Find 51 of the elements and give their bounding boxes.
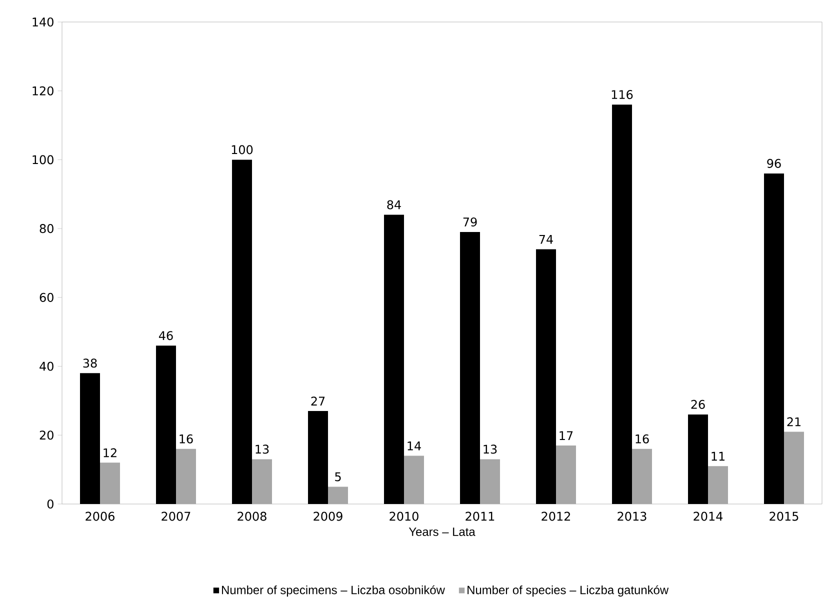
y-tick-label: 100 [32,155,54,164]
data-label: 17 [560,431,573,440]
bar [308,411,328,504]
bar [536,249,556,504]
data-label: 26 [691,400,705,409]
data-label: 46 [158,331,173,340]
data-label: 96 [767,158,781,168]
data-label: 38 [83,358,97,368]
data-label: 100 [232,145,253,154]
legend-label: Number of species – Liczba gatunków [468,585,669,597]
bar [460,232,480,504]
bar [764,173,784,504]
data-label: 5 [335,472,341,482]
bar [80,373,100,504]
data-label: 16 [180,434,193,444]
data-label: 11 [712,452,725,461]
legend-label: Number of specimens – Liczba osobników [222,585,445,597]
x-tick-label: 2015 [770,512,798,521]
data-label: 84 [387,200,401,210]
y-tick-label: 40 [40,362,54,371]
x-tick-label: 2012 [542,512,570,521]
x-tick-label: 2007 [162,512,190,521]
data-label: 13 [484,444,497,454]
bar [384,214,404,504]
bar [232,160,252,504]
data-label: 16 [636,434,649,444]
data-label: 14 [408,442,421,450]
x-axis-title: Years – Lata [408,528,476,536]
y-tick-label: 120 [32,86,54,96]
x-tick-label: 2010 [390,512,418,521]
data-label: 79 [463,217,477,226]
bar [688,414,708,504]
data-label: 12 [104,448,116,458]
y-tick-label: 60 [40,292,54,302]
bar [612,104,632,504]
bar [156,346,176,504]
x-tick-label: 2009 [314,512,342,521]
data-label: 116 [612,90,633,100]
x-tick-label: 2014 [694,512,723,521]
y-tick-label: 0 [47,499,54,509]
data-label: 27 [311,396,325,406]
y-tick-label: 20 [40,430,54,440]
x-tick-label: 2013 [618,512,646,521]
x-tick-label: 2006 [86,512,114,521]
y-tick-label: 140 [32,17,54,27]
data-label: 13 [256,444,269,454]
x-tick-label: 2011 [466,512,494,521]
x-tick-label: 2008 [238,512,266,521]
data-label: 21 [787,417,801,426]
y-tick-label: 80 [40,224,54,234]
data-label: 74 [539,234,553,244]
